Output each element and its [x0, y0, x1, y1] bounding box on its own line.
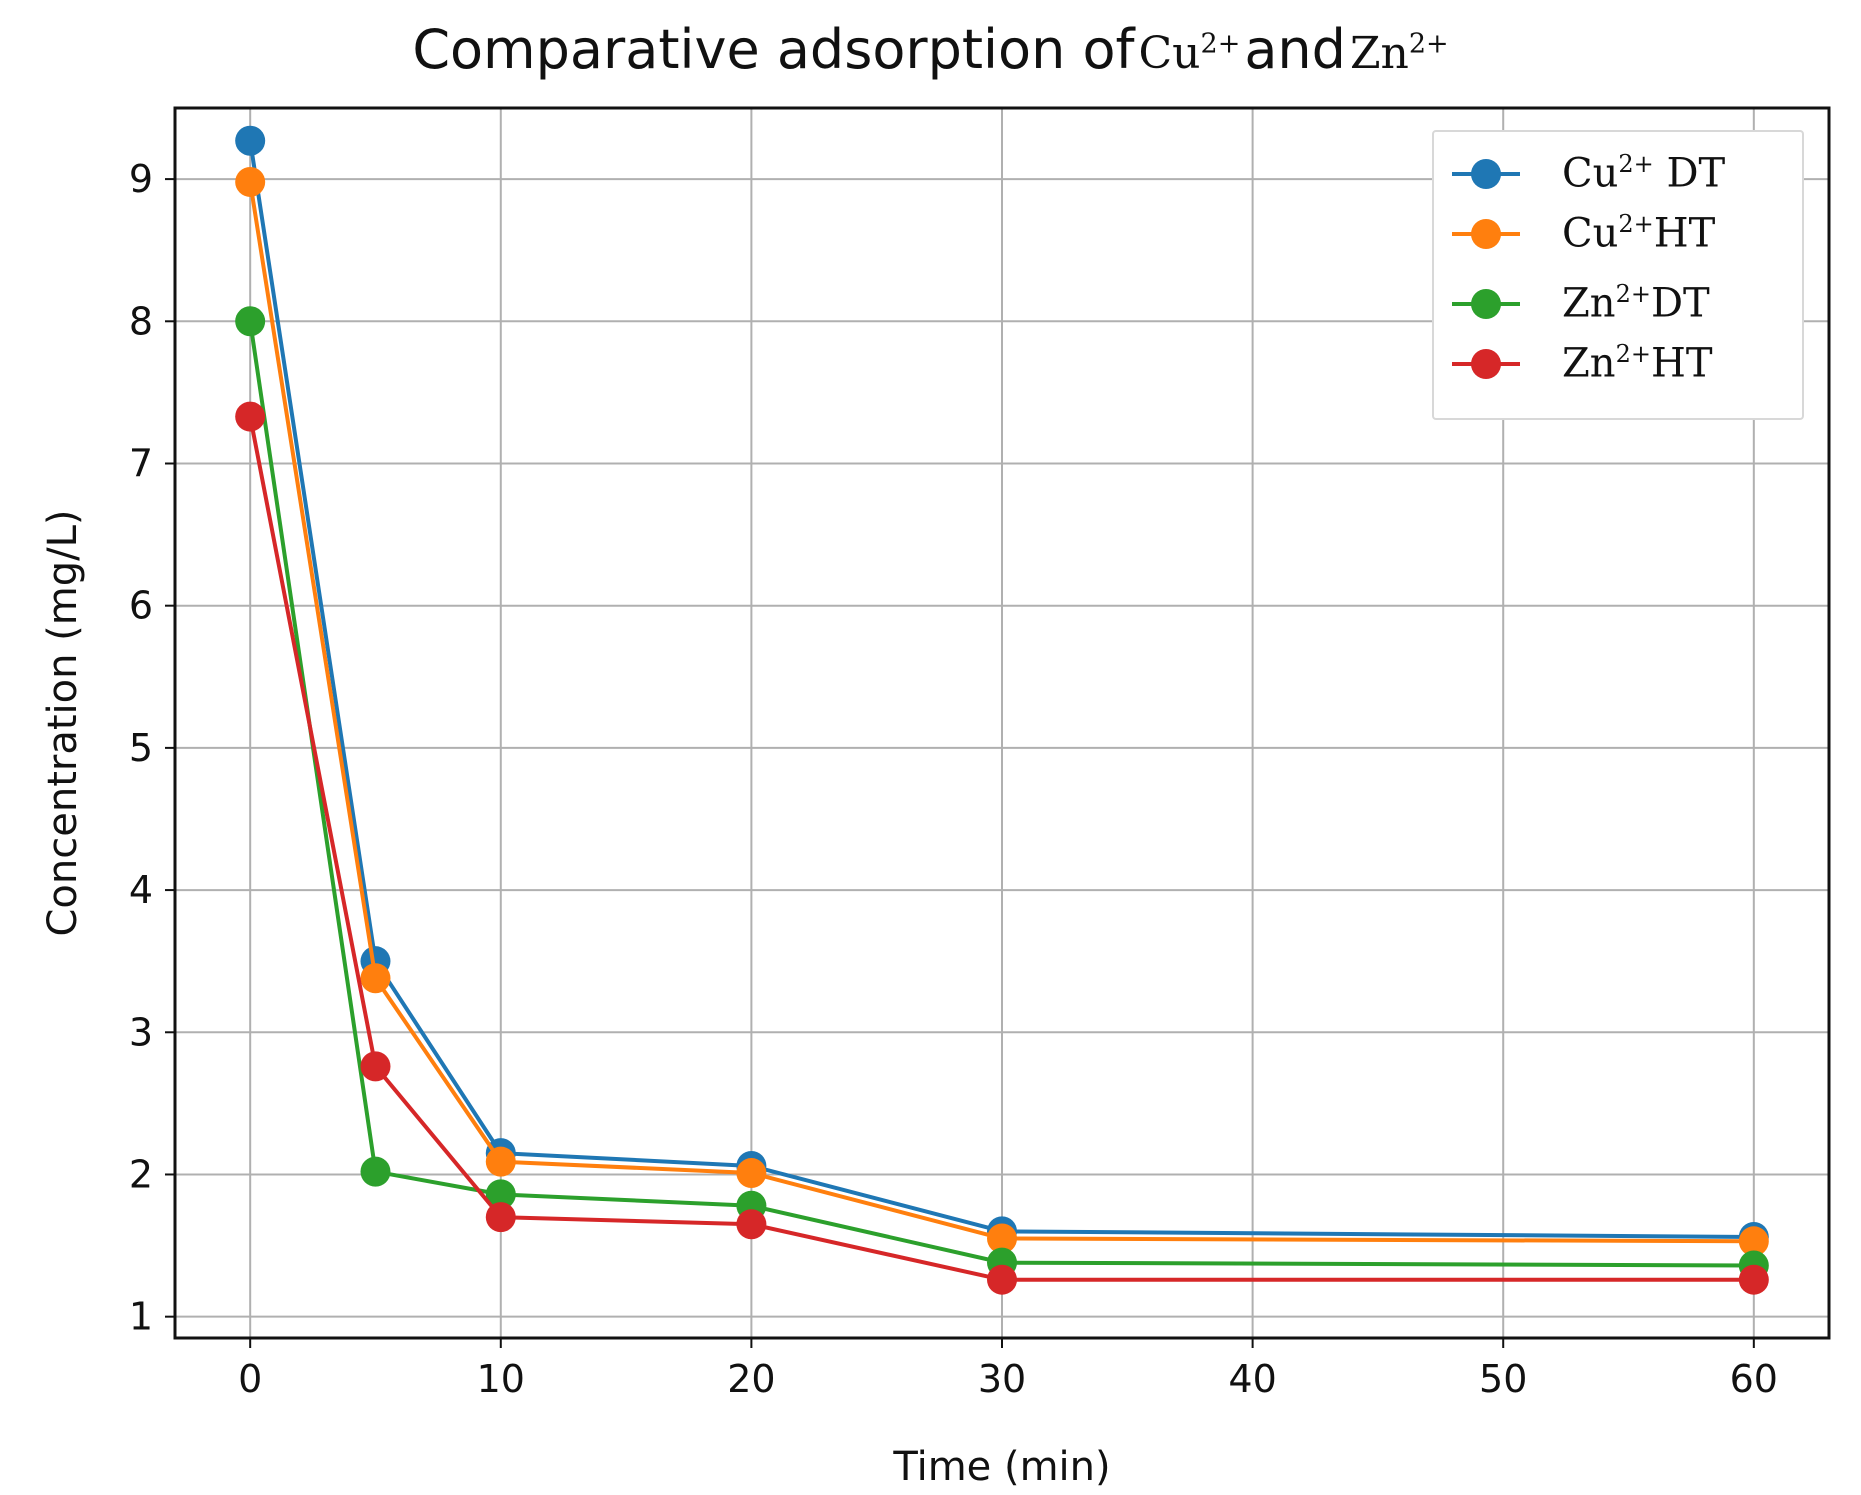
y-tick-label: 9 — [129, 157, 153, 201]
x-tick-label: 20 — [727, 1357, 775, 1401]
data-point — [1738, 1226, 1769, 1257]
data-point — [987, 1264, 1017, 1295]
data-point — [485, 1202, 516, 1233]
y-tick-label: 6 — [129, 584, 153, 628]
x-tick-label: 50 — [1479, 1357, 1527, 1401]
y-tick-label: 1 — [129, 1295, 153, 1339]
legend-label-cu-dt: Cu2+ DT — [1562, 150, 1726, 197]
data-point — [360, 963, 391, 994]
data-point — [235, 125, 266, 156]
legend-marker-cu-ht — [1471, 219, 1501, 249]
legend-entry-zn-dt: Zn2+DT — [1434, 274, 1802, 334]
x-tick-label: 10 — [477, 1357, 525, 1401]
data-point — [1738, 1264, 1769, 1295]
legend-marker-zn-ht — [1471, 349, 1501, 379]
legend-label-zn-ht: Zn2+HT — [1562, 340, 1713, 387]
legend-label-cu-ht: Cu2+HT — [1562, 210, 1716, 257]
legend-marker-zn-dt — [1471, 289, 1501, 319]
data-point — [485, 1179, 516, 1210]
series-line — [248, 416, 1754, 1282]
data-point — [987, 1223, 1017, 1254]
y-tick-label: 5 — [129, 726, 153, 770]
y-axis-label: Concentration (mg/L) — [40, 509, 86, 936]
data-point — [235, 306, 266, 337]
series-line — [248, 321, 1754, 1268]
y-tick-label: 7 — [129, 441, 153, 485]
series-zn-dt — [235, 306, 1769, 1281]
data-point — [235, 401, 266, 432]
x-tick-label: 60 — [1730, 1357, 1778, 1401]
chart-title-conjunction: and — [1244, 18, 1346, 81]
axis-ticks: 0 10 20 30 40 50 60 1 2 3 4 5 6 7 8 9 — [129, 157, 1778, 1401]
data-point — [360, 1051, 391, 1082]
data-point — [736, 1209, 767, 1240]
data-point — [736, 1158, 767, 1189]
chart-title-ion1: Cu2+ — [1138, 28, 1241, 79]
y-tick-label: 3 — [129, 1010, 153, 1054]
series-zn-ht — [235, 401, 1769, 1295]
chart-title-prefix: Comparative adsorption of — [412, 18, 1135, 81]
chart-title-ion2: Zn2+ — [1349, 28, 1449, 79]
series-line — [248, 140, 1754, 1240]
legend-marker-cu-dt — [1471, 159, 1501, 189]
x-tick-label: 0 — [238, 1357, 262, 1401]
series-line — [248, 181, 1754, 1244]
series-layer — [235, 125, 1769, 1295]
legend-entry-cu-ht: Cu2+HT — [1434, 204, 1802, 264]
y-tick-label: 2 — [129, 1152, 153, 1196]
data-point — [360, 1156, 391, 1187]
data-point — [235, 166, 266, 197]
legend: Cu2+ DT Cu2+HT Zn2+DT Zn2+HT — [1432, 130, 1804, 420]
legend-label-zn-dt: Zn2+DT — [1562, 280, 1710, 327]
x-tick-label: 30 — [978, 1357, 1026, 1401]
data-point — [485, 1146, 516, 1177]
chart-title: Comparative adsorption of Cu2+ and Zn2+ — [0, 18, 1861, 81]
series-cu-ht — [235, 166, 1769, 1257]
x-axis-label: Time (min) — [892, 1444, 1110, 1490]
y-tick-label: 8 — [129, 299, 153, 343]
x-tick-label: 40 — [1228, 1357, 1276, 1401]
legend-entry-zn-ht: Zn2+HT — [1434, 334, 1802, 394]
y-tick-label: 4 — [129, 868, 153, 912]
legend-entry-cu-dt: Cu2+ DT — [1434, 144, 1802, 204]
